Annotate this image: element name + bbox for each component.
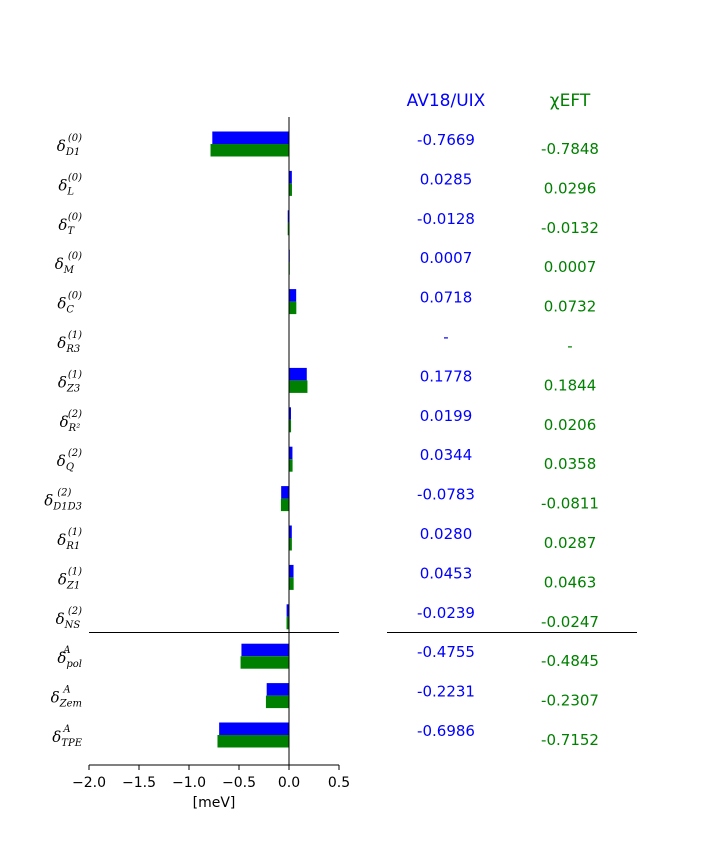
value-label-av18: 0.0007: [420, 249, 473, 267]
value-label-chieft: 0.0358: [544, 455, 597, 473]
value-label-chieft: -0.0811: [541, 495, 599, 513]
bar-av18: [289, 525, 292, 538]
row-label: δM(0): [55, 251, 82, 276]
x-tick-label: −1.5: [122, 775, 156, 791]
row-label: δC(0): [57, 291, 82, 316]
value-label-chieft: 0.0463: [544, 573, 597, 591]
bar-chieft: [289, 380, 308, 393]
row-label: δZ1(1): [58, 566, 82, 591]
bar-av18: [219, 722, 289, 735]
row-label: δL(0): [58, 172, 82, 197]
bar-chieft: [289, 538, 292, 551]
x-axis-label: [meV]: [193, 795, 236, 811]
bar-chieft: [280, 498, 289, 512]
value-label-av18: 0.0285: [420, 170, 473, 188]
value-label-av18: -0.4755: [417, 643, 475, 661]
row-label: δZemA: [51, 685, 82, 710]
x-tick-label: −1.0: [172, 775, 206, 791]
value-label-chieft: -0.7152: [541, 731, 599, 749]
value-label-av18: 0.1778: [420, 367, 473, 385]
value-label-av18: 0.0280: [420, 525, 473, 543]
row-label: δR1(1): [57, 527, 82, 552]
row-label: δD1(0): [57, 133, 82, 158]
value-label-av18: -0.0239: [417, 604, 475, 622]
x-tick-label: 0.0: [278, 775, 300, 791]
bar-av18: [289, 564, 294, 578]
row-label: δT(0): [58, 212, 82, 237]
value-label-av18: 0.0199: [420, 407, 473, 425]
row-label: δR3(1): [57, 330, 82, 355]
value-label-av18: -0.2231: [417, 683, 475, 701]
row-label: δTPEA: [52, 724, 82, 749]
row-label: δZ3(1): [58, 369, 82, 394]
bar-chieft: [240, 656, 289, 669]
value-label-av18: -: [443, 328, 448, 346]
value-label-av18: 0.0344: [420, 446, 473, 464]
bar-av18: [289, 407, 291, 420]
bar-chieft: [217, 735, 289, 748]
column-header-1: χEFT: [550, 91, 591, 111]
bar-chieft: [289, 577, 294, 590]
value-label-chieft: 0.0732: [544, 298, 597, 316]
value-label-chieft: 0.0287: [544, 534, 597, 552]
row-label: δD1D3(2): [44, 488, 82, 513]
bar-chieft: [287, 222, 289, 236]
bar-chieft: [289, 459, 293, 472]
bar-av18: [289, 289, 297, 302]
bar-chieft: [210, 144, 289, 157]
bar-av18: [212, 131, 289, 144]
value-label-av18: 0.0718: [420, 289, 473, 307]
bar-chieft: [286, 616, 289, 630]
value-label-chieft: -: [567, 337, 572, 355]
value-label-av18: -0.0128: [417, 210, 475, 228]
bar-chieft: [289, 419, 292, 433]
value-label-chieft: 0.0296: [544, 179, 597, 197]
value-label-av18: -0.0783: [417, 486, 475, 504]
x-tick-label: −2.0: [72, 775, 106, 791]
row-label: δR²(2): [60, 409, 82, 434]
value-label-av18: 0.0453: [420, 564, 473, 582]
bar-av18: [241, 643, 289, 657]
value-label-chieft: -0.7848: [541, 140, 599, 158]
bar-chieft: [289, 301, 297, 315]
x-tick-label: 0.5: [328, 775, 350, 791]
value-label-av18: -0.7669: [417, 131, 475, 149]
row-label: δpolA: [57, 645, 82, 670]
bar-chieft: [289, 183, 292, 196]
bar-chieft: [265, 695, 289, 709]
value-label-chieft: 0.1844: [544, 376, 597, 394]
bar-av18: [281, 486, 289, 499]
bar-av18: [286, 604, 289, 617]
column-header-0: AV18/UIX: [407, 91, 486, 111]
x-tick-label: −0.5: [222, 775, 256, 791]
value-label-chieft: -0.4845: [541, 652, 599, 670]
row-label: δNS(2): [56, 606, 83, 631]
bar-av18: [289, 446, 293, 460]
value-label-chieft: 0.0007: [544, 258, 597, 276]
bar-av18: [266, 683, 289, 696]
value-label-chieft: -0.0247: [541, 613, 599, 631]
bar-av18: [289, 367, 307, 381]
value-label-chieft: 0.0206: [544, 416, 597, 434]
row-label: δQ(2): [57, 448, 82, 473]
value-label-av18: -0.6986: [417, 722, 475, 740]
value-label-chieft: -0.2307: [541, 692, 599, 710]
bar-av18: [287, 210, 289, 223]
bar-av18: [289, 170, 292, 184]
value-label-chieft: -0.0132: [541, 219, 599, 237]
